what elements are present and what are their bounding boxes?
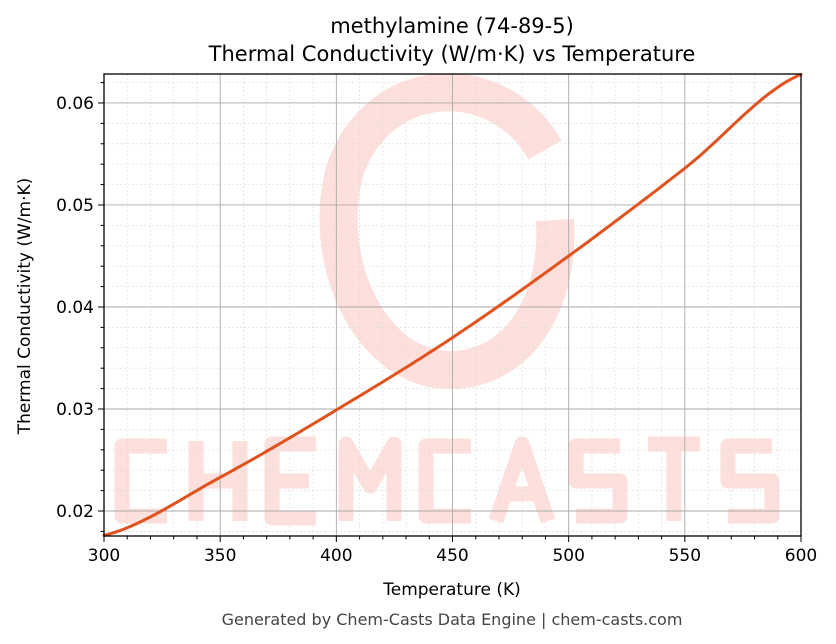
chart-title: methylamine (74-89-5)	[330, 14, 574, 38]
y-tick-label: 0.05	[56, 196, 94, 216]
watermark-lettering	[114, 436, 780, 526]
x-axis-label: Temperature (K)	[382, 580, 521, 600]
watermark-letter	[720, 438, 780, 524]
watermark-letter	[418, 438, 471, 524]
x-tick-label: 600	[785, 546, 817, 566]
y-tick-label: 0.04	[56, 298, 94, 318]
y-tick-label: 0.02	[56, 502, 94, 522]
x-tick-label: 400	[320, 546, 352, 566]
x-tick-label: 450	[436, 546, 468, 566]
x-tick-label: 300	[88, 546, 120, 566]
watermark-letter	[188, 441, 248, 521]
watermark	[114, 73, 780, 526]
axis-ticks: 300 350 400 450 500 550 600 0.02 0.03 0.04 0.05 0.0…	[56, 82, 817, 566]
x-tick-label: 350	[204, 546, 236, 566]
y-axis-label: Thermal Conductivity (W/m·K)	[15, 178, 35, 436]
watermark-letter	[114, 438, 167, 524]
x-tick-label: 500	[552, 546, 584, 566]
y-tick-label: 0.06	[56, 94, 94, 114]
y-tick-label: 0.03	[56, 400, 94, 420]
chart-subtitle: Thermal Conductivity (W/m·K) vs Temperat…	[208, 42, 696, 66]
x-tick-label: 550	[669, 546, 701, 566]
watermark-letter	[648, 436, 700, 521]
watermark-letter	[568, 438, 628, 524]
major-grid	[103, 74, 802, 536]
watermark-letter	[338, 436, 402, 521]
series-line	[102, 72, 803, 537]
watermark-c-logo	[319, 73, 575, 390]
watermark-letter	[264, 436, 316, 526]
footer-text: Generated by Chem-Casts Data Engine | ch…	[222, 610, 683, 629]
